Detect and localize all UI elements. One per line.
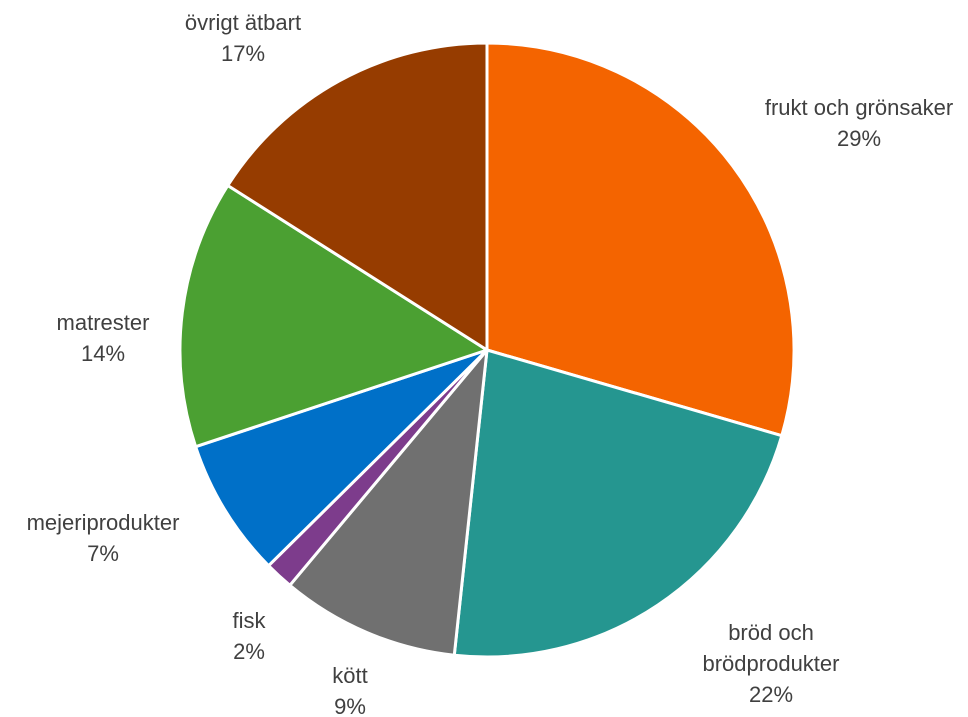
- pie-slices: [178, 41, 796, 659]
- slice-category-label: kött: [332, 663, 367, 688]
- slice-label-bröd-och-brödprodukter: bröd och brödprodukter 22%: [703, 620, 840, 707]
- pie-slice-frukt-och-grönsaker: [485, 41, 796, 438]
- slice-category-label: övrigt ätbart: [185, 10, 301, 35]
- slice-label-frukt-och-grönsaker: frukt och grönsaker 29%: [765, 95, 953, 151]
- slice-percent-label: 7%: [87, 541, 119, 566]
- slice-percent-label: 14%: [81, 341, 125, 366]
- slice-category-label: brödprodukter: [703, 651, 840, 676]
- slice-label-matrester: matrester 14%: [57, 310, 150, 366]
- slice-label-mejeriprodukter: mejeriprodukter 7%: [27, 510, 180, 566]
- slice-label-övrigt-ätbart: övrigt ätbart 17%: [185, 10, 301, 66]
- slice-percent-label: 29%: [837, 126, 881, 151]
- slice-labels: frukt och grönsaker 29% bröd och brödproduk…: [27, 10, 954, 717]
- slice-category-label: matrester: [57, 310, 150, 335]
- slice-percent-label: 9%: [334, 694, 366, 717]
- pie-slice-mejeriprodukter: [194, 348, 489, 568]
- pie-slice-övrigt-ätbart: [226, 41, 489, 352]
- slice-percent-label: 22%: [749, 682, 793, 707]
- slice-percent-label: 2%: [233, 639, 265, 664]
- slice-category-label: fisk: [233, 608, 267, 633]
- slice-percent-label: 17%: [221, 41, 265, 66]
- slice-label-kött: kött 9%: [332, 663, 367, 717]
- slice-category-label: bröd och: [728, 620, 814, 645]
- pie-slice-kött: [288, 348, 489, 657]
- slice-label-fisk: fisk 2%: [233, 608, 267, 664]
- slice-category-label: frukt och grönsaker: [765, 95, 953, 120]
- slice-category-label: mejeriprodukter: [27, 510, 180, 535]
- pie-slice-matrester: [178, 184, 489, 449]
- pie-slice-bröd-och-brödprodukter: [452, 348, 784, 659]
